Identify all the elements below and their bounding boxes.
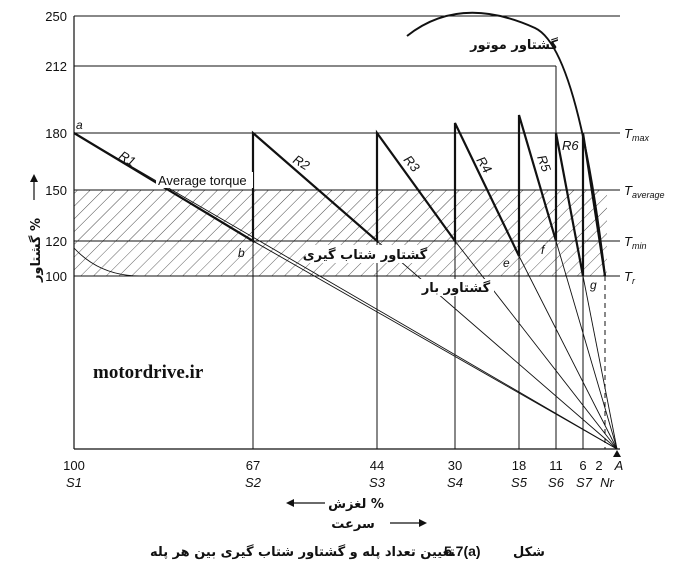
y-tick-labels: 250 212 180 150 120 100 <box>45 9 67 284</box>
watermark: motordrive.ir <box>93 362 204 383</box>
slip-label: 30 <box>448 458 462 473</box>
tr-label: Tr <box>624 269 636 286</box>
tmax-label: Tmax <box>624 126 649 143</box>
y-axis-arrowhead <box>30 174 38 182</box>
y-tick: 250 <box>45 9 67 24</box>
speed-axis-label: سرعت <box>331 517 375 532</box>
point-labels: a b e f g <box>76 118 597 292</box>
point-label-f: f <box>541 243 546 257</box>
axis-end-label: A <box>614 458 624 473</box>
slip-label: 18 <box>512 458 526 473</box>
step-label: S3 <box>369 475 386 490</box>
y-tick: 150 <box>45 183 67 198</box>
step-label: S5 <box>511 475 528 490</box>
slip-labels: 100 67 44 30 18 11 6 2 A <box>63 458 623 473</box>
slip-label: 67 <box>246 458 260 473</box>
tmin-label: Tmin <box>624 234 646 251</box>
torque-level-labels: Tmax Taverage Tmin Tr <box>624 126 664 286</box>
step-label: Nr <box>600 475 614 490</box>
a-arrowhead <box>613 450 621 457</box>
point-label-a: a <box>76 118 83 132</box>
slip-label: 6 <box>579 458 586 473</box>
slip-label: 2 <box>595 458 602 473</box>
hatched-band-upper <box>74 190 607 241</box>
y-tick: 212 <box>45 59 67 74</box>
load-torque-label: گشتاور بار <box>421 280 491 296</box>
y-tick: 180 <box>45 126 67 141</box>
y-tick: 120 <box>45 234 67 249</box>
step-label: S1 <box>66 475 82 490</box>
motor-torque-curve <box>406 11 606 277</box>
step-label: S4 <box>447 475 463 490</box>
point-label-e: e <box>503 256 510 270</box>
slip-arrowhead <box>286 499 294 507</box>
resistor-label: R5 <box>534 153 554 174</box>
step-label: S6 <box>548 475 565 490</box>
step-labels: S1 S2 S3 S4 S5 S6 S7 Nr <box>66 475 614 490</box>
caption-number: 5.7(a) <box>444 543 481 559</box>
step-label: S2 <box>245 475 262 490</box>
speed-arrowhead <box>419 519 427 527</box>
accel-label-bg <box>306 245 424 263</box>
figure-caption: تعیین تعداد پله و گشتاور شتاب گیری بین ه… <box>150 543 545 560</box>
point-label-g: g <box>590 278 597 292</box>
step-label: S7 <box>576 475 593 490</box>
accel-sawtooth <box>73 114 607 277</box>
resistor-label: R2 <box>290 152 313 174</box>
y-tick: 100 <box>45 269 67 284</box>
resistor-label: R4 <box>473 154 495 176</box>
slip-label: 100 <box>63 458 85 473</box>
taverage-label: Taverage <box>624 183 664 200</box>
resistor-label: R1 <box>116 148 138 169</box>
accel-torque-label: گشتاور شتاب گیری <box>303 247 428 263</box>
load-label-bg <box>418 279 494 296</box>
caption-prefix: شکل <box>513 545 545 560</box>
resistor-labels: R1 R2 R3 R4 R5 R6 <box>116 138 579 176</box>
load-torque-curve <box>73 247 190 277</box>
slip-label: 44 <box>370 458 384 473</box>
torque-fan-lines <box>73 132 618 450</box>
average-torque-label: Average torque <box>158 173 247 188</box>
y-axis-title: گشتاور % <box>28 218 44 283</box>
slip-axis-label: لغزش % <box>328 497 384 512</box>
average-label-bg <box>156 172 253 188</box>
resistor-label: R6 <box>562 138 579 153</box>
point-label-b: b <box>238 246 245 260</box>
caption-text: تعیین تعداد پله و گشتاور شتاب گیری بین ه… <box>150 544 455 560</box>
motor-torque-label: گشتاور موتور <box>469 37 558 53</box>
slip-label: 11 <box>549 458 563 473</box>
